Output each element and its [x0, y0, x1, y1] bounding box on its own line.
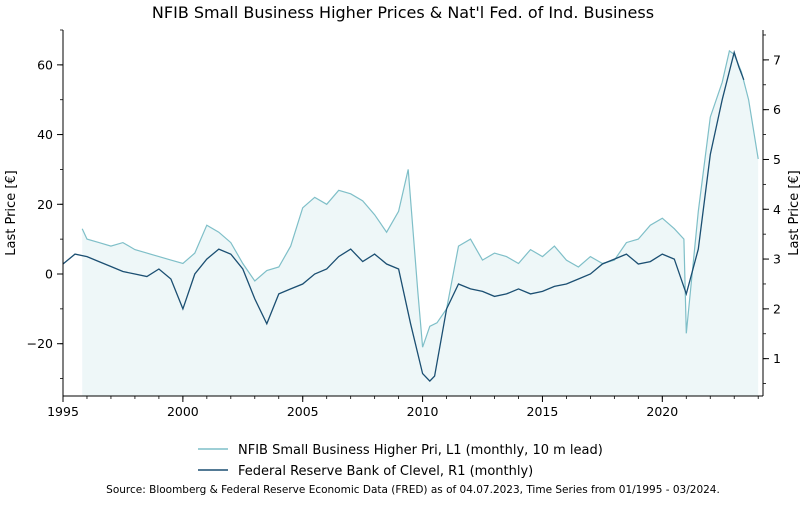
chart-title: NFIB Small Business Higher Prices & Nat'…	[152, 3, 654, 22]
source-note: Source: Bloomberg & Federal Reserve Econ…	[106, 484, 720, 496]
axis-ticks: 1995 2000 2005 2010 2015 2020 −20 0 20 40 60 1 2 3 4 5 6…	[27, 29, 781, 419]
y-left-tick-label: 40	[37, 127, 53, 142]
right-axis-title: Last Price [€]	[787, 170, 802, 255]
y-left-tick-label: 60	[37, 57, 53, 72]
x-tick-label: 2020	[646, 404, 678, 419]
left-series-area	[82, 50, 759, 397]
y-right-tick-label: 5	[773, 152, 781, 167]
y-right-tick-label: 4	[773, 202, 781, 217]
x-tick-label: 2010	[407, 404, 439, 419]
y-left-tick-label: 20	[37, 197, 53, 212]
x-tick-label: 2005	[287, 404, 319, 419]
x-tick-label: 2015	[527, 404, 559, 419]
y-right-tick-label: 2	[773, 301, 781, 316]
y-left-tick-label: 0	[45, 267, 53, 282]
y-left-tick-label: −20	[27, 336, 53, 351]
left-axis-title: Last Price [€]	[4, 170, 19, 255]
legend-label-left: NFIB Small Business Higher Pri, L1 (mont…	[238, 443, 603, 458]
y-right-tick-label: 7	[773, 52, 781, 67]
right-series-line	[62, 50, 745, 383]
x-tick-label: 2000	[167, 404, 199, 419]
legend-label-right: Federal Reserve Bank of Clevel, R1 (mont…	[238, 464, 533, 479]
left-series-line	[81, 49, 759, 348]
y-right-tick-label: 3	[773, 252, 781, 267]
y-right-tick-label: 6	[773, 102, 781, 117]
y-right-tick-label: 1	[773, 351, 781, 366]
x-tick-label: 1995	[47, 404, 79, 419]
legend: NFIB Small Business Higher Pri, L1 (mont…	[198, 443, 603, 479]
